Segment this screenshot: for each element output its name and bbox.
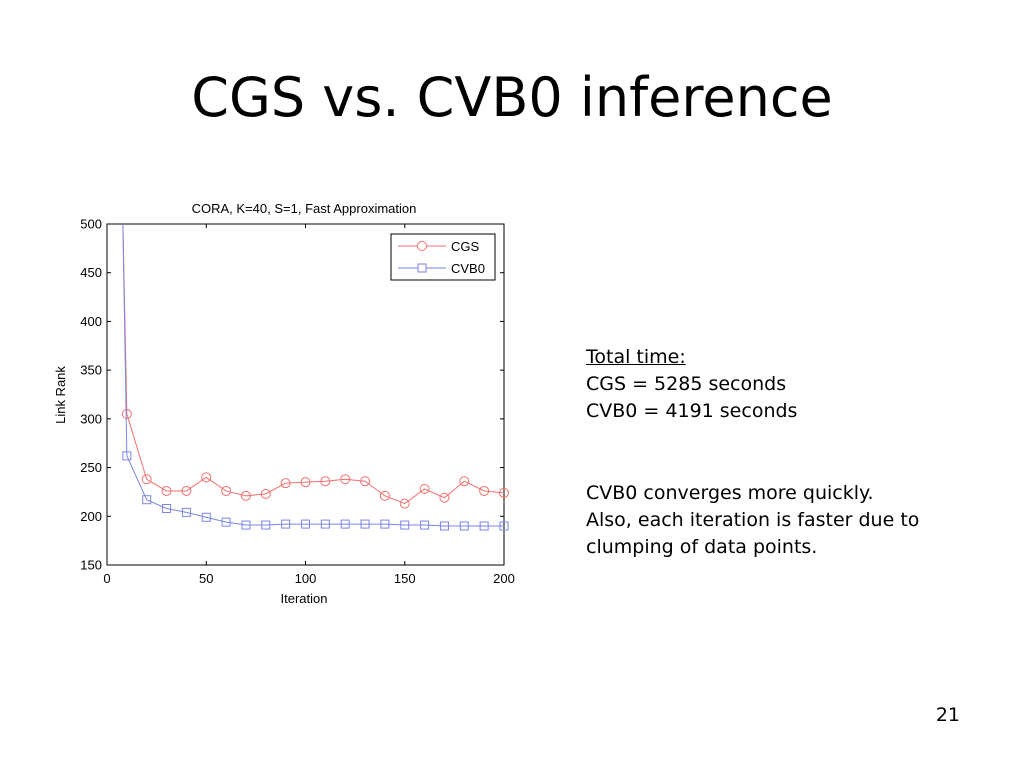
- cvb0-point: [420, 520, 430, 530]
- x-tick-label: 150: [394, 571, 416, 586]
- cvb0-point: [142, 495, 152, 505]
- cvb0-point: [221, 517, 231, 527]
- legend-cgs-marker: [417, 241, 427, 251]
- chart-legend: CGS CVB0: [390, 233, 496, 281]
- cgs-point: [240, 490, 251, 501]
- cvb0-point: [400, 520, 410, 530]
- x-axis-ticks: 0 50 100 150 200: [103, 224, 515, 586]
- y-tick-label: 450: [80, 265, 102, 280]
- cvb0-point: [201, 512, 211, 522]
- y-axis-label: Link Rank: [53, 366, 68, 424]
- cgs-point: [181, 485, 192, 496]
- plot-area: [106, 223, 505, 566]
- legend-cvb0-marker: [417, 263, 427, 273]
- cvb0-series-line: [122, 223, 504, 527]
- cgs-point: [399, 498, 410, 509]
- total-time-heading: Total time:: [586, 346, 686, 368]
- series-layer: [121, 223, 509, 531]
- y-tick-label: 250: [80, 460, 102, 475]
- y-tick-label: 300: [80, 411, 102, 426]
- y-axis-ticks: 150 200 250 300 350 400 450 500: [80, 217, 504, 573]
- legend-cgs-label: CGS: [451, 239, 480, 254]
- legend-box: [390, 233, 496, 281]
- cgs-point: [360, 476, 371, 487]
- cvb0-point: [301, 519, 310, 529]
- x-tick-label: 0: [103, 571, 110, 586]
- cgs-point: [379, 490, 390, 501]
- cgs-point: [300, 477, 311, 488]
- cvb0-point: [281, 519, 291, 529]
- page-number: 21: [935, 704, 960, 726]
- cvb0-point: [499, 521, 509, 531]
- cvb0-point: [439, 521, 449, 531]
- cgs-point: [340, 474, 351, 485]
- cgs-point: [459, 476, 470, 487]
- cvb0-point: [261, 520, 271, 530]
- y-tick-label: 350: [80, 363, 102, 378]
- cvb0-point: [122, 451, 132, 461]
- note-line-3: clumping of data points.: [586, 536, 818, 558]
- cvb0-point: [479, 521, 489, 531]
- y-tick-label: 150: [80, 558, 102, 573]
- cvb0-time: CVB0 = 4191 seconds: [586, 400, 798, 422]
- slide-title: CGS vs. CVB0 inference: [191, 66, 833, 129]
- cgs-point: [221, 485, 232, 496]
- cgs-series-line: [122, 223, 505, 505]
- cgs-point: [141, 474, 152, 485]
- note-line-2: Also, each iteration is faster due to: [586, 509, 920, 531]
- x-tick-label: 50: [199, 571, 213, 586]
- y-tick-label: 400: [80, 314, 102, 329]
- cvb0-point: [380, 519, 390, 529]
- cvb0-point: [320, 519, 330, 529]
- cgs-point: [419, 484, 430, 495]
- cvb0-point: [459, 521, 469, 531]
- cgs-time: CGS = 5285 seconds: [586, 373, 787, 395]
- cvb0-point: [241, 520, 251, 530]
- legend-cvb0-label: CVB0: [451, 261, 485, 276]
- cvb0-point: [181, 507, 191, 517]
- cgs-point: [280, 478, 291, 489]
- cgs-point: [260, 488, 271, 499]
- y-tick-label: 200: [80, 509, 102, 524]
- cgs-point: [439, 492, 450, 503]
- cgs-point: [201, 472, 212, 483]
- cgs-point: [499, 487, 509, 498]
- x-axis-label: Iteration: [281, 591, 328, 606]
- y-tick-label: 500: [80, 217, 102, 232]
- cgs-point: [161, 485, 172, 496]
- cgs-point: [320, 476, 331, 487]
- cgs-point: [121, 408, 132, 419]
- side-notes: Total time: CGS = 5285 seconds CVB0 = 41…: [586, 344, 1006, 561]
- chart-title: CORA, K=40, S=1, Fast Approximation: [192, 201, 417, 216]
- cvb0-point: [162, 503, 172, 513]
- note-line-1: CVB0 converges more quickly.: [586, 482, 874, 504]
- cgs-point: [479, 485, 490, 496]
- cvb0-point: [340, 519, 350, 529]
- x-tick-label: 200: [493, 571, 515, 586]
- x-tick-label: 100: [295, 571, 317, 586]
- cvb0-point: [360, 519, 370, 529]
